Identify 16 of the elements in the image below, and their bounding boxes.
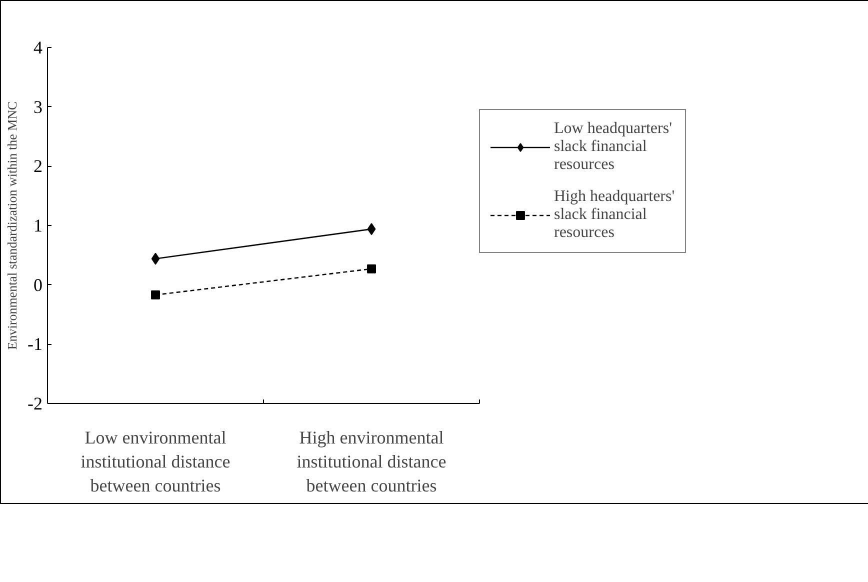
y-tick-label: -1 (28, 334, 43, 354)
x-tick-label: Low environmental institutional distance between countries (80, 428, 230, 496)
legend-label: Low headquarters' slack financial resources (554, 120, 672, 174)
legend-label: High headquarters' slack financial resources (554, 188, 675, 242)
y-tick-label: 1 (34, 216, 42, 236)
point (367, 223, 376, 236)
y-axis-title: Environmental standardization within the MNC (4, 101, 20, 350)
point (367, 264, 376, 274)
y-tick-label: 2 (34, 156, 42, 176)
y-tick-label: 0 (34, 274, 42, 295)
y-tick-label: -2 (28, 394, 43, 414)
point (151, 290, 160, 300)
x-tick-label: High environmental institutional distance between countries (296, 428, 446, 496)
y-tick-label: 3 (34, 96, 42, 117)
y-tick-label: 4 (34, 38, 42, 58)
point (151, 252, 160, 265)
